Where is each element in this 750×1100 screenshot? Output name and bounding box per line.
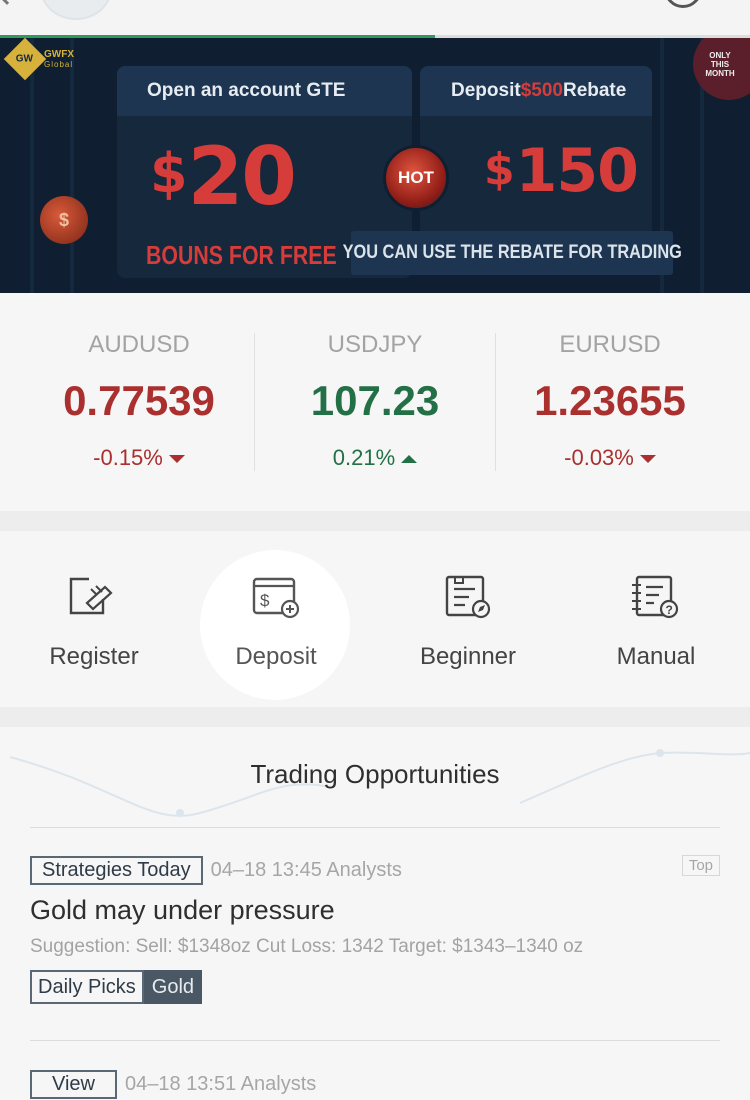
deposit-icon: $ [252,577,300,619]
ticker-divider [495,333,496,471]
article-meta: 04–18 13:51 Analysts [125,1072,317,1095]
back-icon[interactable] [0,0,17,5]
article-headline[interactable]: Gold may under pressure [30,895,335,925]
pill-gold[interactable]: Gold [143,970,203,1004]
gwfx-logo-icon: GW [3,38,47,81]
app-header [0,0,750,36]
rebate-caption: YOU CAN USE THE REBATE FOR TRADING [342,231,682,275]
shortcut-label: Register [49,643,139,670]
ticker-price: 107.23 [310,377,440,424]
pill-daily-picks[interactable]: Daily Picks [30,970,144,1004]
bonus-caption: BOUNS FOR FREE [146,240,337,270]
shortcut-deposit[interactable]: $ Deposit [182,531,370,707]
article-tag[interactable]: Strategies Today [30,855,203,885]
coin-icon: $ [40,196,88,244]
divider [30,1040,720,1041]
svg-text:$: $ [260,591,270,610]
article-tag[interactable]: View [30,1069,117,1099]
article-card[interactable]: Strategies Today 04–18 13:45 Analysts To… [30,855,720,1004]
shortcut-grid: Register $ Deposit Beginner ? Manu [0,531,750,707]
deposit-offer-panel: Deposit $500 Rebate [420,66,652,236]
manual-icon: ? [632,575,679,619]
account-offer-title: Open an account GTE [117,66,412,116]
section-gap [0,707,750,727]
deposit-highlight [200,550,350,700]
ticker-symbol: USDJPY [327,331,423,358]
page-progress-fill [0,35,435,39]
down-arrow-icon [168,455,185,464]
account-offer-panel: Open an account GTE [117,66,412,278]
shortcut-label: Beginner [419,643,517,670]
decorative-wave [9,749,750,817]
section-title: Trading Opportunities [250,759,500,789]
deposit-offer-title: Deposit $500 Rebate [420,66,652,116]
brand-sub: Global [44,59,74,69]
article-card[interactable]: View 04–18 13:51 Analysts [30,1069,720,1099]
brand-logo: GW GWFX Global [3,38,74,81]
ticker-eurusd[interactable]: EURUSD 1.23655 -0.03% [485,293,735,511]
svg-text:?: ? [666,603,673,617]
top-badge: Top [681,855,720,876]
shortcut-label: Deposit [235,643,317,670]
section-gap [0,511,750,531]
shortcut-manual[interactable]: ? Manual [562,531,750,707]
shortcut-label: Manual [616,643,696,670]
avatar[interactable] [40,0,112,20]
trading-opportunities: Trading Opportunities Strategies Today 0… [0,727,750,1100]
ticker-audusd[interactable]: AUDUSD 0.77539 -0.15% [14,293,264,511]
divider [30,827,720,828]
ticker-symbol: EURUSD [559,331,661,358]
ticker-change: 0.21% [250,445,500,471]
ticker-price: 0.77539 [63,377,215,424]
page-progress-bar [0,35,750,39]
month-badge: ONLY THIS MONTH [693,38,750,100]
shortcut-beginner[interactable]: Beginner [374,531,562,707]
price-ticker: AUDUSD 0.77539 -0.15% USDJPY 107.23 0.21… [0,293,750,511]
beginner-icon [445,575,491,619]
brand-name: GWFX [44,48,74,60]
rebate-amount: $150 [484,136,639,206]
register-icon [69,577,113,615]
ticker-change: -0.03% [485,445,735,471]
article-suggestion: Suggestion: Sell: $1348oz Cut Loss: 1342… [30,936,584,957]
bonus-amount: $20 [150,130,297,223]
shortcut-register[interactable]: Register [0,531,188,707]
up-arrow-icon [401,455,418,464]
promo-banner[interactable]: GW GWFX Global ONLY THIS MONTH $ Open an… [0,38,750,293]
ticker-symbol: AUDUSD [88,331,190,358]
ticker-change: -0.15% [14,445,264,471]
ticker-price: 1.23655 [534,377,686,424]
ticker-divider [254,333,255,471]
down-arrow-icon [639,455,656,464]
hot-badge: HOT [383,145,449,211]
article-meta: 04–18 13:45 Analysts [210,858,402,881]
profile-icon[interactable] [664,0,702,8]
ticker-usdjpy[interactable]: USDJPY 107.23 0.21% [250,293,500,511]
